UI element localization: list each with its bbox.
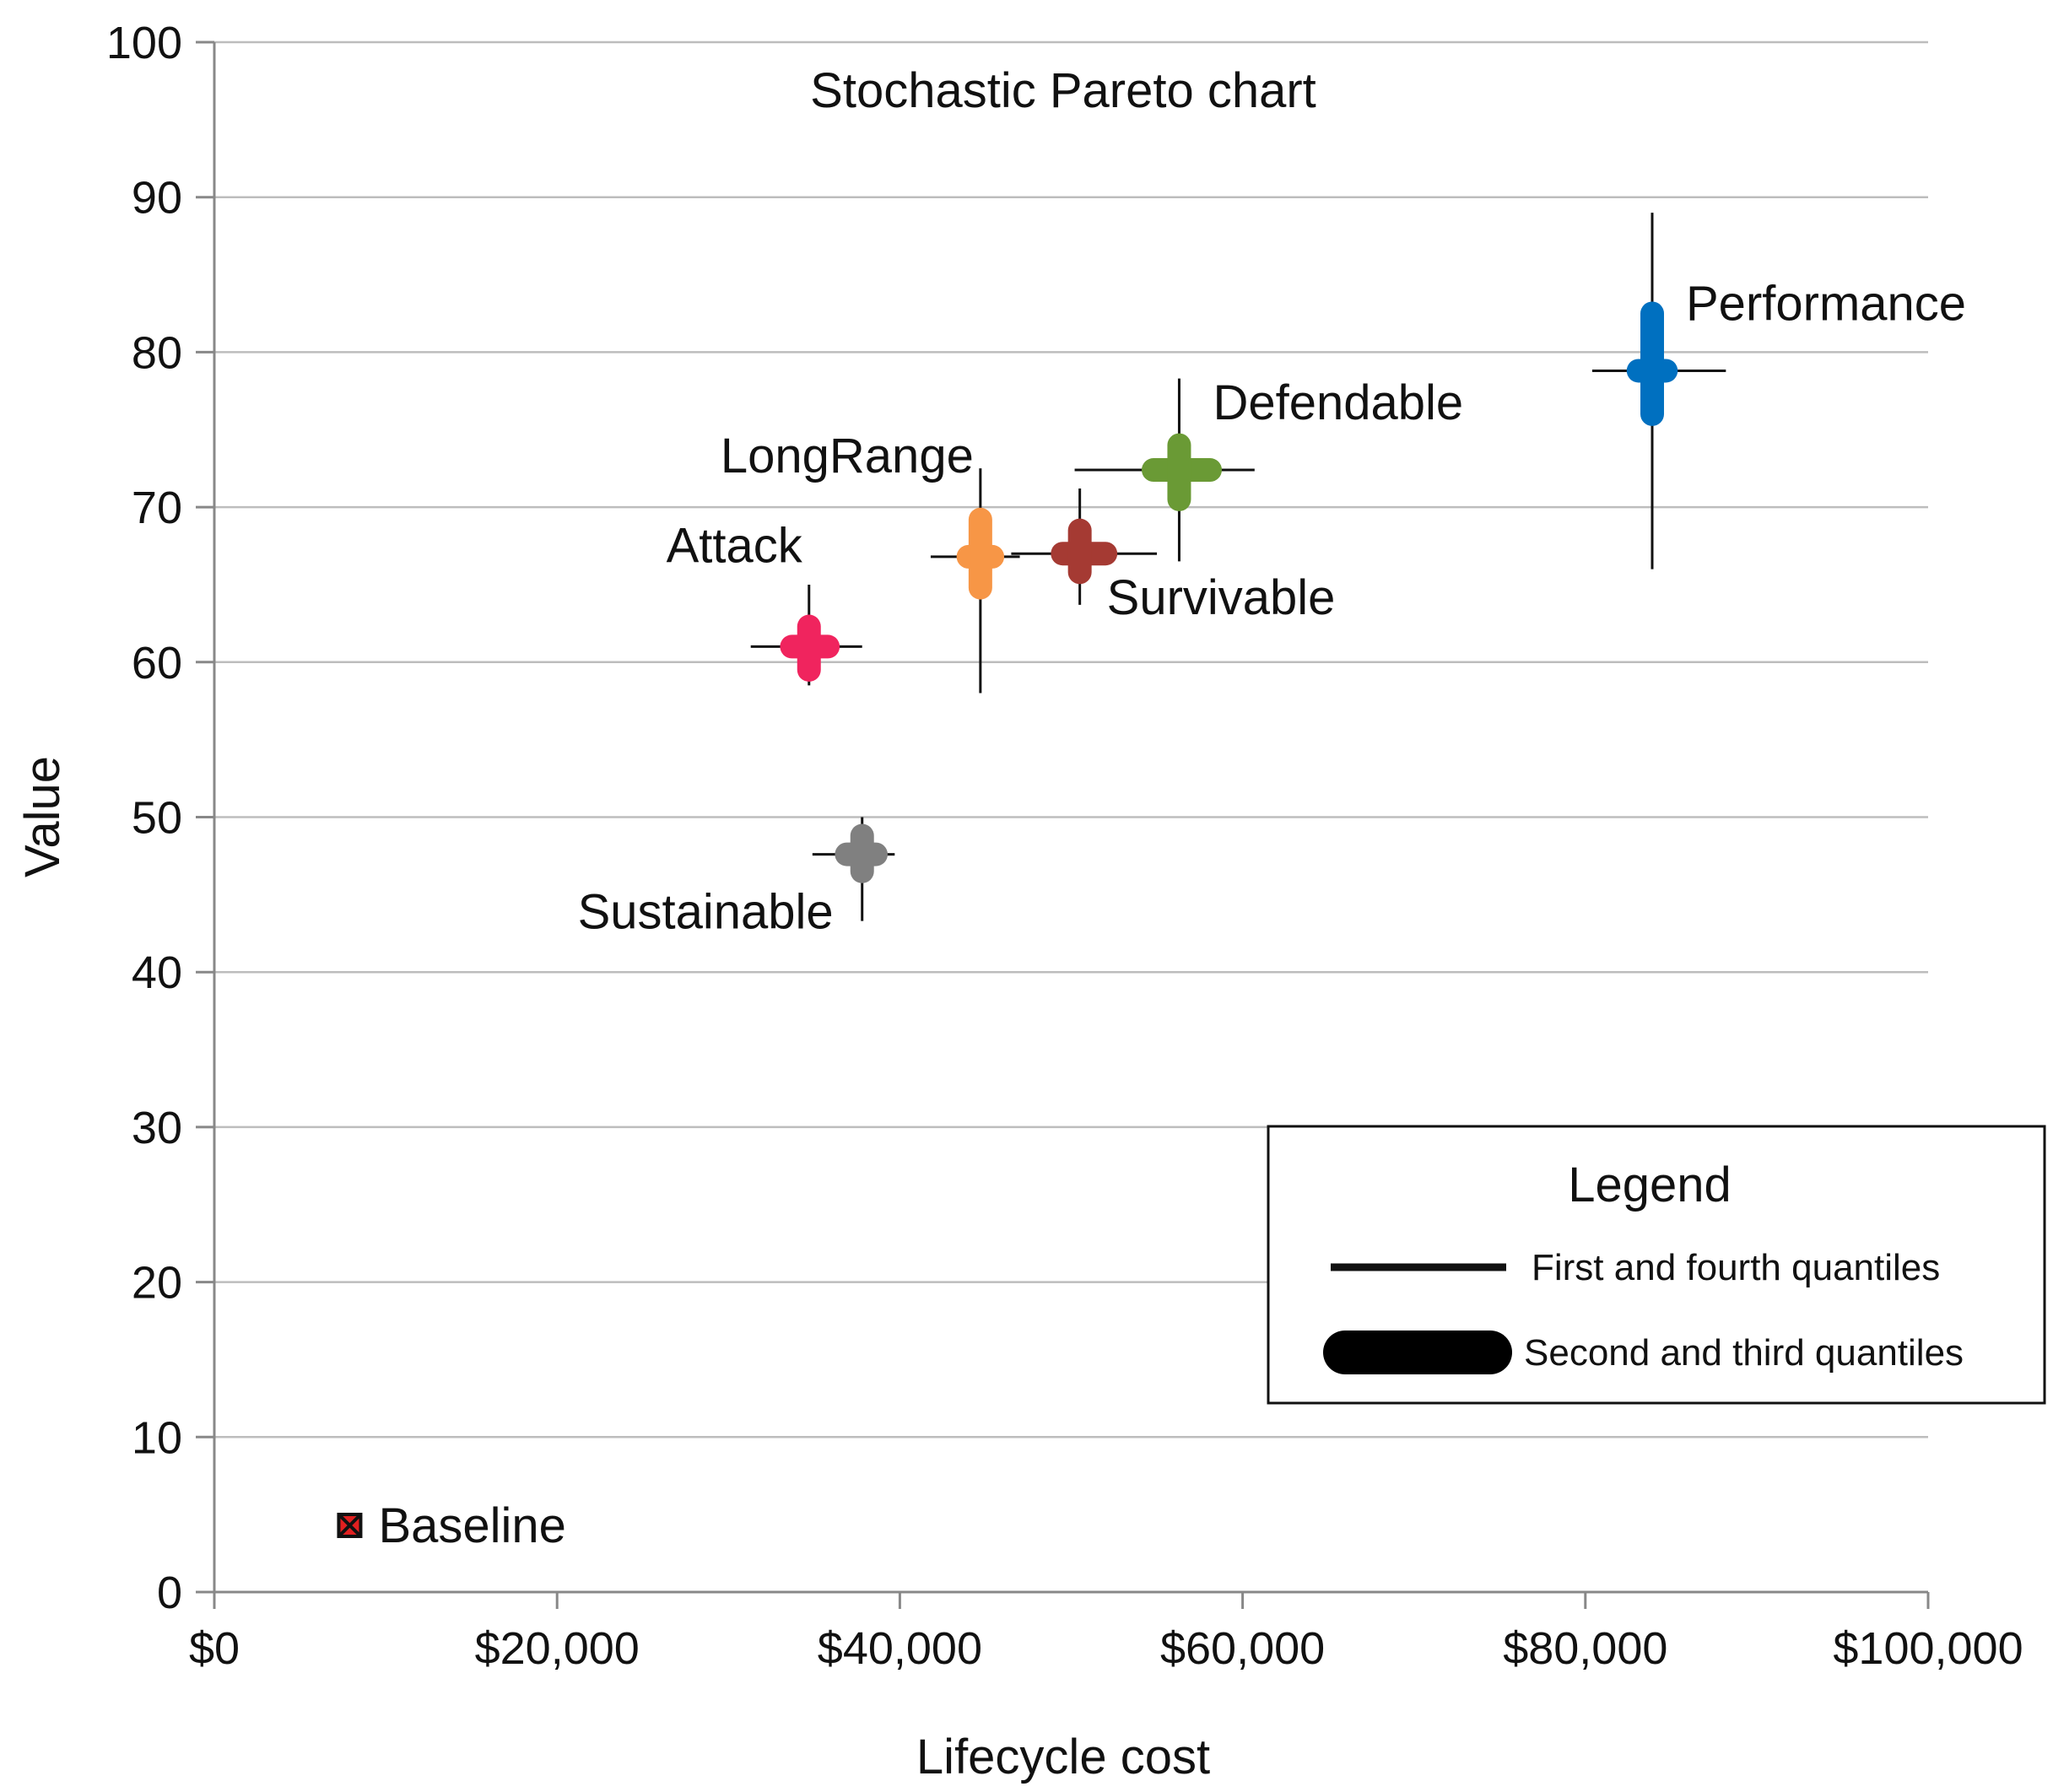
y-tick-label: 30 — [132, 1103, 182, 1153]
point-label: LongRange — [721, 429, 974, 483]
y-tick-label: 0 — [157, 1568, 182, 1618]
legend-title: Legend — [1568, 1158, 1732, 1212]
x-tick-label: $40,000 — [818, 1623, 982, 1674]
legend-item-second-third: Second and third quantiles — [1524, 1332, 1964, 1374]
point-label: Sustainable — [578, 885, 834, 940]
data-point-longrange: LongRange — [721, 429, 1020, 694]
y-axis-title: Value — [15, 756, 70, 877]
x-tick-label: $100,000 — [1833, 1623, 2023, 1674]
y-tick-label: 10 — [132, 1412, 182, 1463]
point-label: Attack — [667, 518, 803, 573]
x-tick-label: $80,000 — [1503, 1623, 1667, 1674]
chart-title: Stochastic Pareto chart — [810, 63, 1316, 118]
point-label: Survivable — [1107, 570, 1336, 625]
data-point-survivable: Survivable — [1011, 488, 1335, 625]
y-tick-label: 80 — [132, 327, 182, 378]
y-tick-label: 20 — [132, 1258, 182, 1309]
y-tick-label: 90 — [132, 173, 182, 224]
data-point-defendable: Defendable — [1074, 375, 1463, 562]
y-tick-label: 100 — [106, 18, 182, 68]
x-tick-labels: $0 $20,000 $40,000 $60,000 $80,000 $100,000 — [189, 1592, 2023, 1674]
y-tick-label: 40 — [132, 947, 182, 998]
grid-lines — [214, 40, 1928, 1438]
x-axis-title: Lifecycle cost — [916, 1730, 1210, 1784]
y-tick-label: 60 — [132, 638, 182, 688]
data-points: Performance Defendable Survivable LongRange… — [578, 213, 1966, 940]
data-point-performance: Performance — [1591, 213, 1966, 569]
point-label: Defendable — [1213, 375, 1463, 430]
legend: Legend First and fourth quantiles Second… — [1267, 1125, 2046, 1405]
baseline-x-icon — [339, 1514, 360, 1536]
data-point-sustainable: Sustainable — [578, 817, 895, 940]
data-point-attack: Attack — [667, 518, 862, 686]
point-label: Performance — [1686, 276, 1966, 331]
y-tick-label: 70 — [132, 483, 182, 533]
baseline-point: Baseline — [337, 1498, 566, 1553]
y-tick-labels: 0 10 20 30 40 50 60 70 80 90 100 — [106, 18, 214, 1618]
y-tick-label: 50 — [132, 793, 182, 844]
legend-item-first-fourth: First and fourth quantiles — [1532, 1247, 1940, 1288]
x-tick-label: $20,000 — [475, 1623, 640, 1674]
baseline-label: Baseline — [378, 1498, 565, 1553]
x-tick-label: $60,000 — [1160, 1623, 1325, 1674]
x-tick-label: $0 — [189, 1623, 240, 1674]
